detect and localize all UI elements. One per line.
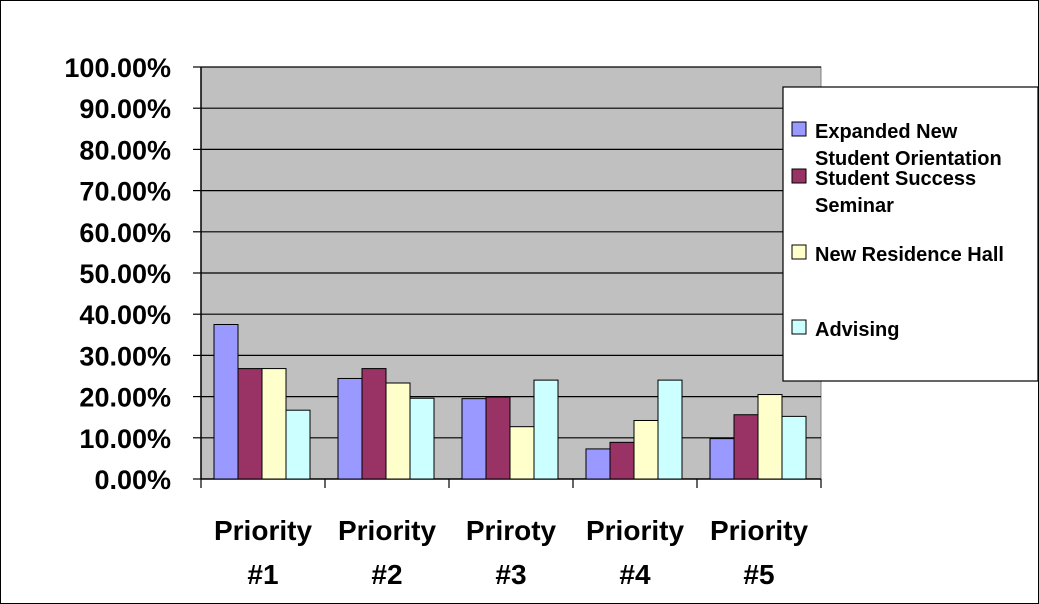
bar xyxy=(657,379,683,480)
legend-swatch xyxy=(791,121,807,137)
bar xyxy=(213,324,239,480)
x-category-label: #3 xyxy=(495,559,526,590)
legend-label: Student Orientation xyxy=(815,148,1002,170)
x-category-label: Priority xyxy=(710,515,808,546)
legend-label: Advising xyxy=(815,319,899,341)
x-category-label: Priroty xyxy=(466,515,557,546)
bar xyxy=(633,419,659,480)
bar xyxy=(361,368,387,480)
bar xyxy=(533,379,559,480)
bar xyxy=(337,377,363,480)
legend-swatch xyxy=(791,319,807,335)
bar xyxy=(609,441,635,480)
bar xyxy=(485,396,511,480)
bar xyxy=(733,414,759,480)
y-tick-label: 100.00% xyxy=(64,53,171,83)
legend-box xyxy=(782,86,1039,382)
x-category-label: #5 xyxy=(743,559,774,590)
y-tick-label: 0.00% xyxy=(94,465,171,495)
bar xyxy=(461,398,487,480)
bar xyxy=(409,397,435,480)
x-category-label: #1 xyxy=(247,559,278,590)
y-tick-label: 20.00% xyxy=(79,383,171,413)
legend-label: Expanded New xyxy=(815,121,958,143)
x-category-label: Priority xyxy=(338,515,436,546)
y-tick-label: 70.00% xyxy=(79,177,171,207)
bar xyxy=(385,382,411,480)
x-category-label: #2 xyxy=(371,559,402,590)
bar xyxy=(709,438,735,480)
y-tick-label: 30.00% xyxy=(79,341,171,371)
x-category-label: Priority xyxy=(586,515,684,546)
x-category-label: #4 xyxy=(619,559,651,590)
y-tick-label: 80.00% xyxy=(79,135,171,165)
bar xyxy=(285,409,311,480)
y-tick-label: 40.00% xyxy=(79,300,171,330)
x-category-label: Priority xyxy=(214,515,312,546)
legend-label: Student Success xyxy=(815,168,976,190)
bar xyxy=(757,394,783,480)
bar xyxy=(585,448,611,480)
y-tick-label: 90.00% xyxy=(79,94,171,124)
bar xyxy=(237,368,263,480)
y-tick-label: 10.00% xyxy=(79,424,171,454)
legend-swatch xyxy=(791,244,807,260)
legend-swatch xyxy=(791,168,807,184)
y-tick-label: 60.00% xyxy=(79,218,171,248)
bar xyxy=(781,415,807,480)
bar xyxy=(261,368,287,480)
bar xyxy=(509,426,535,480)
legend-label: Seminar xyxy=(815,195,894,217)
y-tick-label: 50.00% xyxy=(79,259,171,289)
legend-label: New Residence Hall xyxy=(815,244,1004,266)
